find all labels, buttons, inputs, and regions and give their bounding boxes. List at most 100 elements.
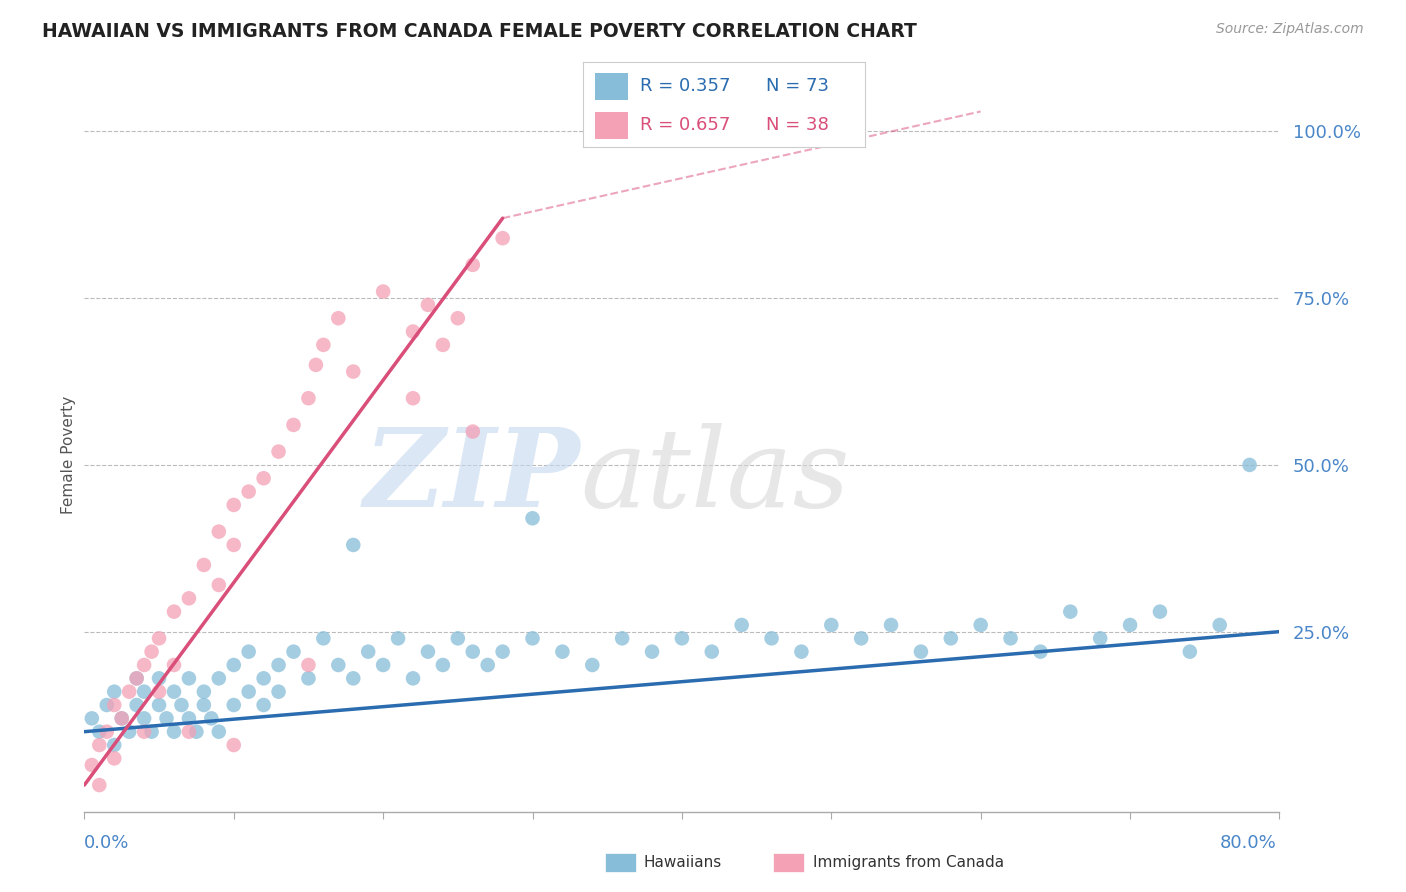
Text: 80.0%: 80.0% (1220, 834, 1277, 852)
Point (790, 645, 813, 659)
Point (103, 684, 125, 698)
Point (253, 698, 276, 712)
Point (89, 738, 111, 752)
Point (222, 498, 245, 512)
Point (432, 658, 454, 673)
Point (222, 658, 245, 673)
Point (522, 511, 544, 525)
Point (125, 698, 148, 712)
Point (103, 751, 125, 765)
Point (177, 671, 200, 685)
Point (371, 658, 394, 673)
Point (103, 738, 125, 752)
Point (1239, 458, 1261, 472)
Point (163, 658, 186, 673)
Point (342, 671, 364, 685)
Text: Hawaiians: Hawaiians (644, 855, 723, 870)
Point (671, 632, 693, 646)
Point (208, 578, 231, 592)
Y-axis label: Female Poverty: Female Poverty (60, 396, 76, 514)
Point (118, 724, 141, 739)
Text: R = 0.357: R = 0.357 (640, 78, 730, 95)
Point (193, 684, 215, 698)
Point (939, 632, 962, 646)
Point (1208, 618, 1232, 632)
Text: atlas: atlas (581, 423, 851, 530)
Point (342, 538, 364, 552)
Point (1059, 605, 1081, 619)
Bar (605, 853, 636, 872)
Point (163, 605, 186, 619)
Point (447, 632, 470, 646)
Text: Source: ZipAtlas.com: Source: ZipAtlas.com (1216, 22, 1364, 37)
Point (177, 724, 200, 739)
Point (267, 684, 290, 698)
Point (186, 724, 208, 739)
Point (357, 645, 380, 659)
Point (492, 645, 515, 659)
Point (125, 671, 148, 685)
Point (253, 471, 276, 485)
Point (1149, 605, 1171, 619)
Point (103, 698, 125, 712)
Point (416, 298, 439, 312)
Point (253, 671, 276, 685)
Point (163, 724, 186, 739)
Point (522, 632, 544, 646)
Point (402, 325, 425, 339)
Point (970, 618, 993, 632)
Point (111, 711, 134, 725)
Point (297, 658, 319, 673)
FancyBboxPatch shape (595, 72, 628, 100)
Point (177, 591, 200, 606)
Point (80, 758, 103, 772)
Point (238, 645, 260, 659)
Point (141, 645, 163, 659)
Point (208, 524, 231, 539)
Point (1119, 618, 1142, 632)
Point (402, 671, 425, 685)
Text: N = 73: N = 73 (766, 78, 830, 95)
Point (222, 738, 245, 752)
Point (96, 698, 118, 712)
Point (132, 684, 156, 698)
Point (610, 632, 633, 646)
Point (200, 711, 222, 725)
FancyBboxPatch shape (595, 112, 628, 139)
Point (148, 698, 170, 712)
Point (132, 724, 156, 739)
Point (89, 778, 111, 792)
Point (1178, 645, 1201, 659)
Point (80, 711, 103, 725)
Text: 0.0%: 0.0% (84, 834, 129, 852)
Point (297, 391, 319, 405)
Point (312, 338, 335, 352)
Point (132, 711, 156, 725)
Point (193, 558, 215, 572)
Point (267, 658, 290, 673)
Point (477, 658, 499, 673)
Point (342, 365, 364, 379)
Point (148, 632, 170, 646)
Point (267, 444, 290, 458)
Text: N = 38: N = 38 (766, 116, 830, 134)
Point (163, 684, 186, 698)
Point (132, 658, 156, 673)
Point (910, 645, 932, 659)
Point (641, 645, 664, 659)
Point (461, 425, 484, 439)
Point (238, 484, 260, 499)
Point (416, 645, 439, 659)
Point (432, 338, 454, 352)
Point (141, 724, 163, 739)
Point (177, 711, 200, 725)
Point (193, 698, 215, 712)
Point (89, 724, 111, 739)
Point (371, 285, 394, 299)
Point (96, 724, 118, 739)
Point (222, 538, 245, 552)
Point (297, 671, 319, 685)
Bar (773, 853, 804, 872)
Text: R = 0.657: R = 0.657 (640, 116, 730, 134)
Point (283, 645, 305, 659)
